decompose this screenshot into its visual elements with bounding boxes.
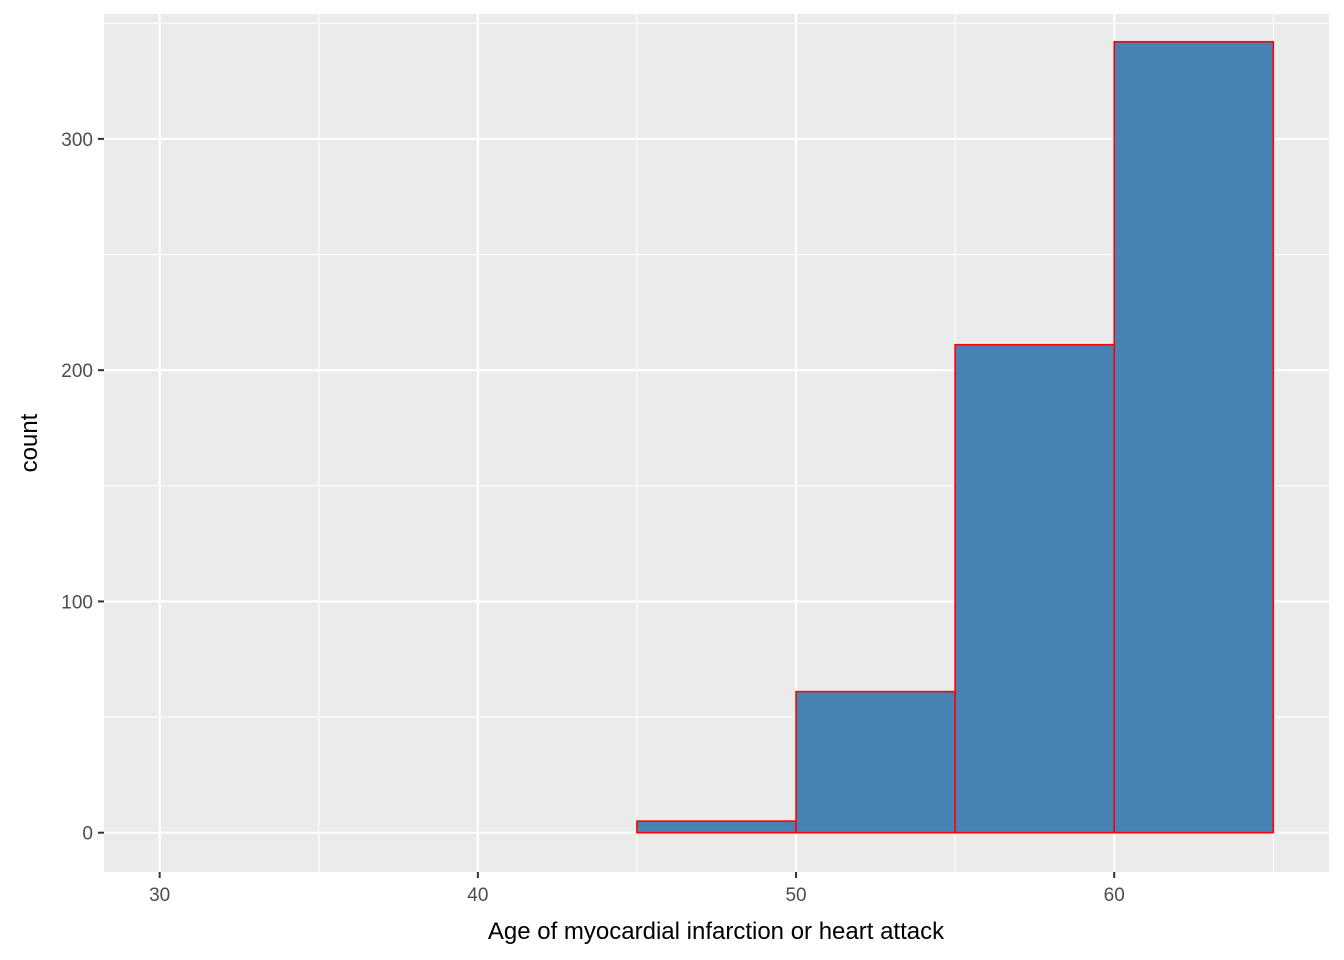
x-tick-label: 40 xyxy=(467,885,488,906)
histogram-bar xyxy=(1113,40,1275,834)
x-axis-title: Age of myocardial infarction or heart at… xyxy=(488,918,945,945)
x-tick-label: 50 xyxy=(785,885,806,906)
bars xyxy=(636,40,1275,834)
y-tick-label: 300 xyxy=(61,130,93,151)
x-axis: 30 40 50 60 xyxy=(149,872,1125,906)
x-tick-label: 60 xyxy=(1104,885,1125,906)
y-tick-label: 0 xyxy=(82,824,93,845)
histogram-bar xyxy=(636,820,797,834)
histogram-bar xyxy=(954,343,1116,834)
y-axis: 0 100 200 300 xyxy=(61,130,104,845)
histogram-bar xyxy=(795,690,956,834)
y-tick-label: 200 xyxy=(61,361,93,382)
y-axis-title: count xyxy=(16,413,43,472)
y-tick-label: 100 xyxy=(61,592,93,613)
x-tick-label: 30 xyxy=(149,885,170,906)
